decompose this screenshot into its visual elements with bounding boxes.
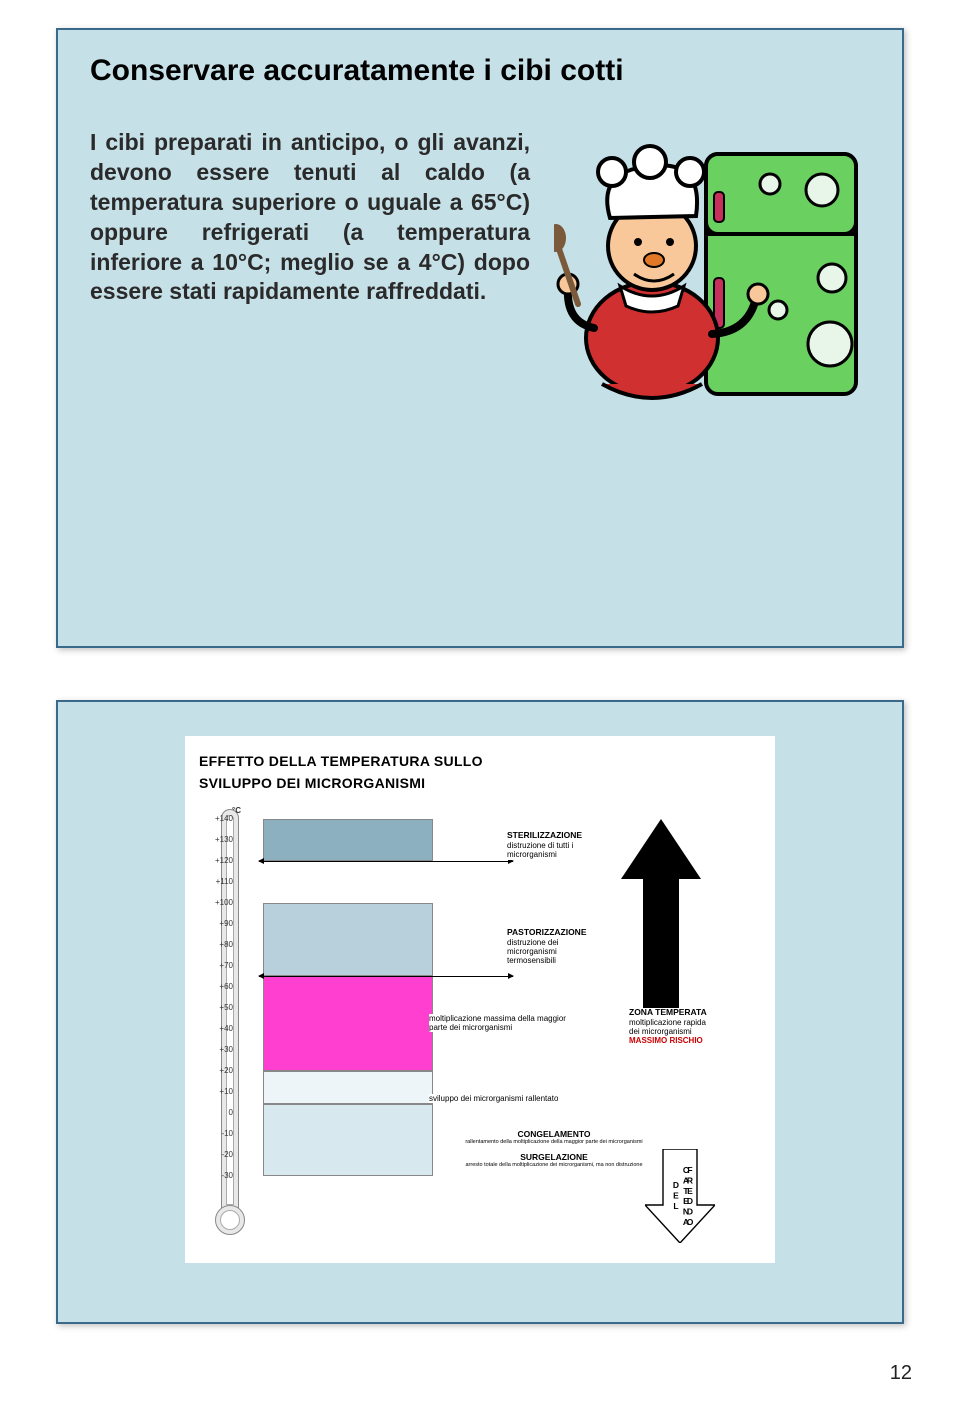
tick-80: +80 (199, 939, 255, 951)
slide-2: EFFETTO DELLA TEMPERATURA SULLO SVILUPPO… (56, 700, 904, 1324)
tick-100: +100 (199, 897, 255, 909)
tick-20: +20 (199, 1065, 255, 1077)
slide1-body-text: I cibi preparati in anticipo, o gli avan… (90, 128, 530, 428)
slide-1: Conservare accuratamente i cibi cotti I … (56, 28, 904, 648)
label-steril: STERILIZZAZIONEdistruzione di tutti imic… (507, 831, 617, 859)
chart-title-line1: EFFETTO DELLA TEMPERATURA SULLO (199, 753, 483, 769)
chart-body: °C+140+130+120+110+100+90+80+70+60+50+40… (199, 805, 761, 1245)
zone-pastor (263, 903, 433, 977)
chart-container: EFFETTO DELLA TEMPERATURA SULLO SVILUPPO… (185, 736, 775, 1263)
zone-freeze (263, 1104, 433, 1175)
zone-gap1 (263, 861, 433, 903)
tick-130: +130 (199, 834, 255, 846)
zone-slow (263, 1071, 433, 1105)
tick-120: +120 (199, 855, 255, 867)
chart-title: EFFETTO DELLA TEMPERATURA SULLO SVILUPPO… (199, 750, 761, 795)
tick-30: +30 (199, 1044, 255, 1056)
tick-40: +40 (199, 1023, 255, 1035)
zone-steril (263, 819, 433, 861)
tick-50: +50 (199, 1002, 255, 1014)
chart-right-column: STERILIZZAZIONEdistruzione di tutti imic… (441, 805, 761, 1235)
temperature-zones (263, 805, 433, 1235)
label-temper2: moltiplicazione massima della maggiorpar… (429, 1014, 619, 1032)
chef-illustration (554, 128, 866, 428)
thermometer: °C+140+130+120+110+100+90+80+70+60+50+40… (199, 805, 255, 1245)
label-temper: ZONA TEMPERATAmoltiplicazione rapidadei … (629, 1008, 749, 1045)
tick-140: +140 (199, 813, 255, 825)
slide1-body-row: I cibi preparati in anticipo, o gli avan… (90, 128, 870, 428)
page-number: 12 (890, 1362, 912, 1385)
tick-90: +90 (199, 918, 255, 930)
zone-temper (263, 976, 433, 1071)
cold-chain-text-2: FREDDO (685, 1165, 695, 1227)
tick--20: -20 (199, 1149, 255, 1161)
label-freeze: CONGELAMENTOrallentamento della moltipli… (439, 1130, 669, 1146)
thermo-ticks: °C+140+130+120+110+100+90+80+70+60+50+40… (199, 805, 255, 1235)
label-pastor: PASTORIZZAZIONEdistruzione deimicrorgani… (507, 928, 619, 965)
tick-60: +60 (199, 981, 255, 993)
up-arrow-icon (621, 819, 701, 1033)
tick-110: +110 (199, 876, 255, 888)
tick-0: 0 (199, 1107, 255, 1119)
chef-fridge-svg (554, 128, 866, 428)
tick--10: -10 (199, 1128, 255, 1140)
label-slow: sviluppo dei microrganismi rallentato (429, 1094, 629, 1103)
chart-title-line2: SVILUPPO DEI MICRORGANISMI (199, 775, 425, 791)
slide-title: Conservare accuratamente i cibi cotti (90, 54, 870, 88)
tick--30: -30 (199, 1170, 255, 1182)
label-surgel: SURGELAZIONEarresto totale della moltipl… (439, 1153, 669, 1169)
tick-10: +10 (199, 1086, 255, 1098)
tick-70: +70 (199, 960, 255, 972)
